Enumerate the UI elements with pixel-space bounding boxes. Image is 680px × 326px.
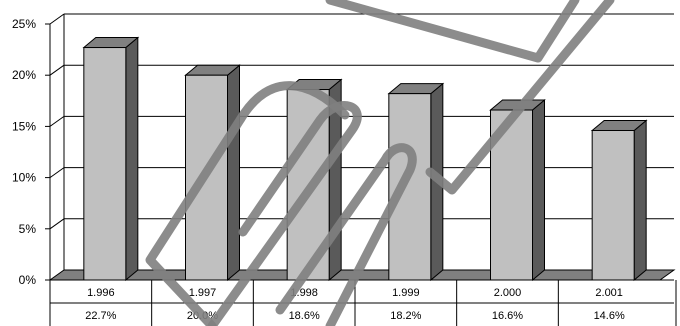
paperclip-stroke [425, 0, 615, 195]
bar [387, 82, 445, 282]
y-tick-label: 10% [12, 171, 36, 185]
y-tick-label: 15% [12, 119, 36, 133]
bar-side [633, 119, 647, 282]
data-label: 18.6% [289, 310, 320, 322]
category-label: 2.000 [494, 287, 522, 299]
bar-side [125, 36, 139, 282]
paperclip-icon [145, 0, 615, 326]
gridline-depth [49, 167, 65, 179]
gridline-depth [49, 218, 65, 230]
paperclip-stroke [145, 81, 350, 326]
data-label: 18.2% [390, 310, 421, 322]
bars [82, 36, 648, 282]
bar-front [83, 47, 127, 281]
bar-front [591, 129, 635, 281]
paperclip-stroke [207, 101, 362, 326]
gridline-depth [49, 115, 65, 127]
category-label: 1.996 [87, 287, 115, 299]
data-table: 1.99622.7%1.99720.0%1.99818.6%1.99918.2%… [49, 279, 677, 326]
paperclip-stroke [275, 143, 417, 326]
gridline-depth [49, 64, 65, 76]
bar [82, 36, 140, 282]
bar-side [227, 64, 240, 282]
bar-front [388, 93, 432, 281]
category-label: 1.999 [392, 287, 420, 299]
y-tick-label: 20% [12, 68, 36, 82]
category-label: 2.001 [595, 287, 623, 299]
category-label: 1.997 [189, 287, 217, 299]
y-tick-label: 25% [12, 17, 36, 31]
bar [184, 64, 241, 282]
gridline-depth [49, 13, 65, 25]
data-label: 22.7% [85, 310, 116, 322]
y-tick-label: 0% [19, 273, 37, 287]
data-label: 16.6% [492, 310, 523, 322]
paperclip-stroke [325, 0, 580, 63]
axes [45, 14, 65, 281]
bar-side [532, 98, 545, 282]
data-label: 14.6% [594, 310, 625, 322]
y-tick-labels: 0% 5% 10% 15% 20% 25% [12, 17, 36, 287]
gridlines [49, 13, 674, 230]
y-tick-label: 5% [19, 222, 37, 236]
bar [590, 119, 648, 282]
